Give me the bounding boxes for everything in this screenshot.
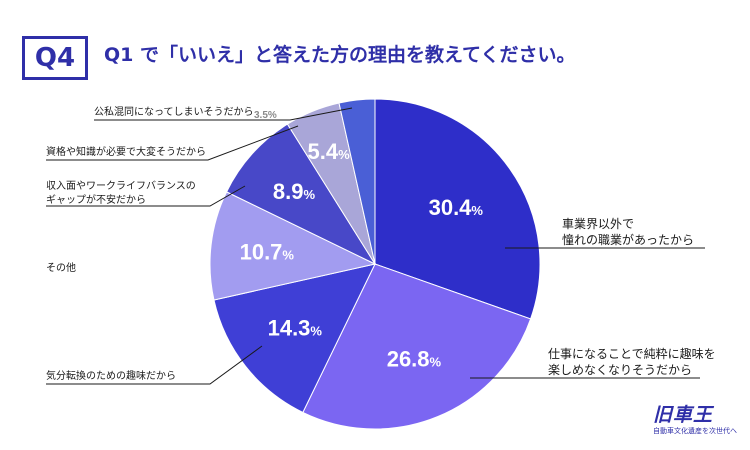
leader-line-5: [46, 125, 299, 161]
value-label-6: 3.5%: [254, 110, 277, 121]
pie-slice-2: [213, 263, 376, 414]
pie-slice-3: [209, 191, 377, 301]
slice-label-0: 車業界以外で 憧れの職業があったから: [562, 217, 695, 247]
brand-logo-text: 旧車王: [653, 404, 714, 426]
brand-logo: 旧車王 自動車文化遺産を次世代へ: [653, 404, 737, 444]
pie-slice-1: [302, 263, 532, 430]
value-label-5: 5.4%: [308, 139, 351, 164]
value-label-4: 8.9%: [273, 179, 316, 204]
brand-tagline: 自動車文化遺産を次世代へ: [653, 427, 737, 435]
pie-slice-0: [374, 98, 541, 320]
question-badge: Q4: [22, 36, 88, 80]
slice-label-5: 資格や知識が必要で大変そうだから: [46, 147, 206, 158]
question-title: Q1 で「いいえ」と答えた方の理由を教えてください。: [104, 44, 576, 66]
pie-slice-6: [338, 98, 376, 265]
leader-line-2: [46, 345, 263, 385]
slice-label-4: 収入面やワークライフバランスの ギャップが不安だから: [46, 181, 196, 206]
leader-line-6: [94, 107, 353, 121]
slice-label-6: 公私混同になってしまいそうだから: [94, 107, 254, 118]
value-label-3: 10.7%: [240, 239, 295, 264]
pie-slice-4: [225, 123, 377, 266]
slice-label-3: その他: [46, 263, 76, 274]
leader-line-4: [46, 185, 246, 207]
value-label-1: 26.8%: [387, 347, 442, 372]
slice-label-2: 気分転換のための趣味だから: [46, 371, 176, 382]
value-label-2: 14.3%: [268, 316, 323, 341]
value-label-0: 30.4%: [429, 195, 484, 220]
slice-label-1: 仕事になることで純粋に趣味を 楽しめなくなりそうだから: [548, 347, 716, 377]
